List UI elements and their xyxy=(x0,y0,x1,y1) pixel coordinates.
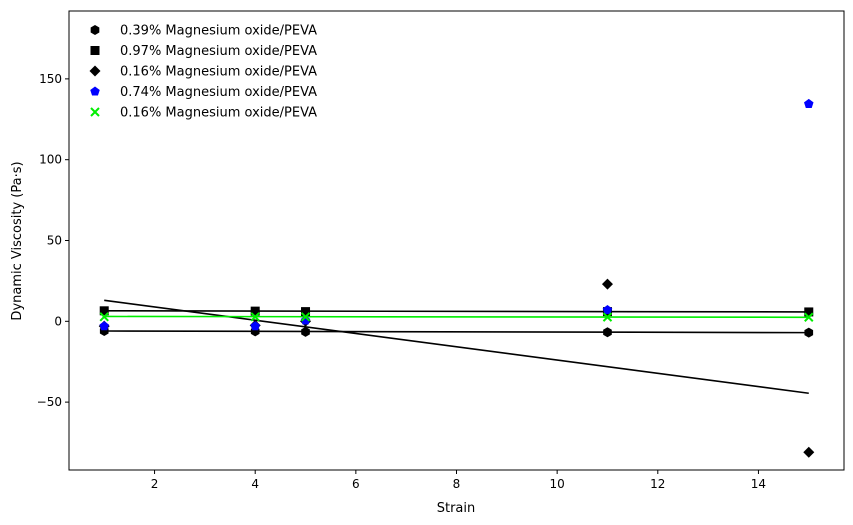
y-axis-label: Dynamic Viscosity (Pa·s) xyxy=(10,161,25,320)
plot-area xyxy=(98,98,815,458)
data-point-series-5 xyxy=(804,312,814,322)
y-tick-label: 50 xyxy=(47,234,62,248)
legend-marker-series-4 xyxy=(90,86,100,96)
x-tick-label: 2 xyxy=(151,477,159,491)
legend-label-series-5: 0.16% Magnesium oxide/PEVA xyxy=(120,106,317,121)
data-point-series-1 xyxy=(301,326,310,337)
data-point-series-2 xyxy=(99,306,109,316)
fit-line-series-1 xyxy=(104,330,809,334)
legend-label-series-4: 0.74% Magnesium oxide/PEVA xyxy=(120,85,317,100)
legend-marker-series-2 xyxy=(90,46,100,55)
x-tick-label: 10 xyxy=(550,477,565,491)
x-tick-label: 6 xyxy=(352,477,360,491)
x-tick-label: 4 xyxy=(251,477,259,491)
legend-marker-series-3 xyxy=(89,65,101,77)
legend-marker-series-5 xyxy=(90,107,100,117)
legend-marker-series-1 xyxy=(90,25,100,35)
data-point-series-4 xyxy=(99,321,109,331)
x-tick-label: 8 xyxy=(453,477,461,491)
legend: 0.39% Magnesium oxide/PEVA 0.97% Magnesiu… xyxy=(89,24,317,121)
data-point-series-5 xyxy=(300,312,311,322)
data-point-series-5 xyxy=(602,312,613,322)
data-point-series-3 xyxy=(601,278,613,290)
data-point-series-5 xyxy=(250,312,260,322)
x-axis-label: Strain xyxy=(437,501,476,516)
y-tick-label: 100 xyxy=(39,153,62,167)
axes: 2 4 6 8 10 12 14 −50 0 50 100 150 xyxy=(37,10,845,491)
data-point-series-4 xyxy=(602,304,613,315)
legend-label-series-1: 0.39% Magnesium oxide/PEVA xyxy=(120,24,317,39)
y-tick-label: 150 xyxy=(39,72,62,86)
x-tick-label: 12 xyxy=(650,477,665,491)
data-point-series-4 xyxy=(250,321,260,331)
data-point-series-2 xyxy=(250,306,260,316)
plot-frame xyxy=(68,10,845,471)
data-point-series-5 xyxy=(99,312,109,322)
data-point-series-2 xyxy=(301,307,311,317)
data-point-series-1 xyxy=(603,327,612,338)
y-tick-label: −50 xyxy=(37,395,62,409)
data-point-series-4 xyxy=(804,98,814,108)
data-point-series-2 xyxy=(804,307,814,317)
fit-line-series-3 xyxy=(104,299,809,395)
legend-label-series-3: 0.16% Magnesium oxide/PEVA xyxy=(120,65,317,80)
data-point-series-1 xyxy=(804,327,814,338)
legend-label-series-2: 0.97% Magnesium oxide/PEVA xyxy=(120,44,317,59)
fit-line-series-5 xyxy=(104,315,809,319)
x-tick-label: 14 xyxy=(751,477,766,491)
y-tick-label: 0 xyxy=(54,314,62,328)
fit-line-series-2 xyxy=(104,310,809,313)
data-point-series-3 xyxy=(803,446,815,458)
